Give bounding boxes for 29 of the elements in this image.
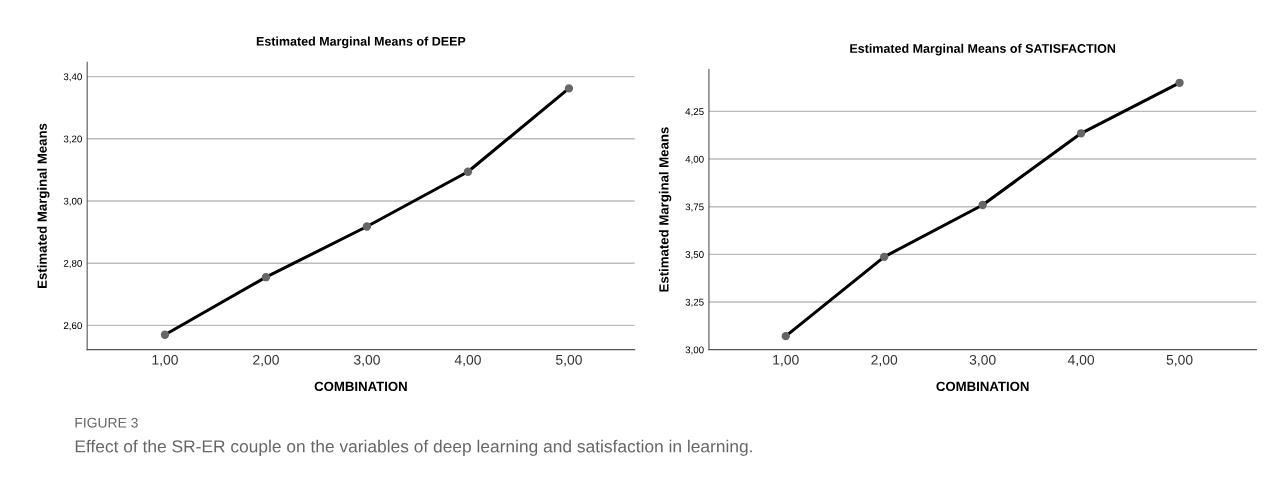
x-tick-label: 2,00 bbox=[871, 354, 898, 367]
x-tick-label: 4,00 bbox=[454, 354, 481, 367]
x-tick-label: 1,00 bbox=[773, 354, 799, 367]
y-tick-label: 4,25 bbox=[685, 108, 704, 117]
y-tick-label: 3,00 bbox=[63, 197, 82, 206]
y-tick-label: 3,20 bbox=[63, 135, 82, 144]
y-axis-title: Estimated Marginal Means bbox=[37, 123, 50, 288]
y-tick-label: 3,00 bbox=[685, 346, 704, 355]
y-tick-label: 3,50 bbox=[685, 251, 704, 260]
caption: FIGURE 3 bbox=[75, 417, 138, 428]
y-tick-label: 3,75 bbox=[685, 203, 704, 212]
x-tick-label: 2,00 bbox=[253, 354, 279, 367]
y-tick-label: 2,60 bbox=[63, 322, 82, 331]
chart-title: Estimated Marginal Means of DEEP bbox=[256, 36, 466, 49]
x-tick-label: 5,00 bbox=[555, 354, 582, 367]
x-axis-title: COMBINATION bbox=[314, 381, 407, 392]
x-tick-label: 3,00 bbox=[969, 354, 996, 367]
y-tick-label: 3,40 bbox=[63, 73, 82, 82]
x-tick-label: 3,00 bbox=[353, 354, 380, 367]
chart-title: Estimated Marginal Means of SATISFACTION bbox=[850, 43, 1116, 56]
x-tick-label: 1,00 bbox=[152, 354, 178, 367]
y-axis-title: Estimated Marginal Means bbox=[658, 127, 672, 292]
x-tick-label: 5,00 bbox=[1166, 354, 1193, 367]
x-axis-title: COMBINATION bbox=[936, 381, 1029, 392]
text: Effect of the SR-ER couple on the variables of deep learning and satisfaction in learning. bbox=[75, 439, 752, 456]
x-tick-label: 4,00 bbox=[1067, 354, 1095, 367]
y-tick-label: 3,25 bbox=[685, 298, 704, 307]
y-tick-label: 4,00 bbox=[685, 155, 704, 164]
y-tick-label: 2,80 bbox=[63, 259, 82, 268]
